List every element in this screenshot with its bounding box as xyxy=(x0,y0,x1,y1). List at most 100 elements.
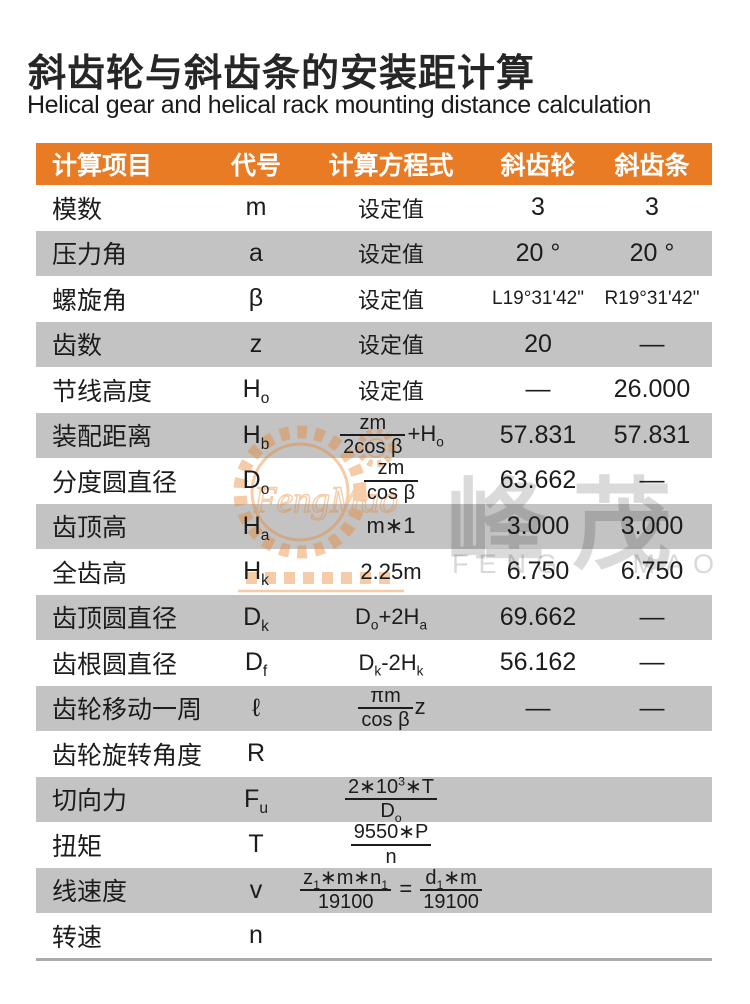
table-row: 模数 m 设定值 3 3 xyxy=(36,185,712,231)
formula-cell: zm cos β xyxy=(298,457,484,504)
table-row: 切向力 Fu 2∗103∗T Do xyxy=(36,775,712,824)
symbol-cell: T xyxy=(248,830,264,859)
table-row: 线速度 v z1∗m∗n1 19100 = d1∗m 19100 xyxy=(36,867,712,914)
page-title: 斜齿轮与斜齿条的安装距计算 xyxy=(28,53,536,95)
symbol-cell: R xyxy=(246,739,266,768)
table-row: 扭矩 T 9550∗P n xyxy=(36,821,712,868)
rack-value-cell: — xyxy=(639,648,665,677)
symbol-cell: m xyxy=(245,193,267,222)
gear-value-cell: — xyxy=(525,375,551,404)
table-body: 模数 m 设定值 3 3 压力角 a 设定值 20 ° 20 ° 螺旋角 β 设… xyxy=(36,185,712,959)
gear-value-cell: 20 xyxy=(524,329,552,358)
rack-value-cell: — xyxy=(639,466,665,495)
formula-cell: 2∗103∗T Do xyxy=(298,775,484,824)
gear-value-cell: 69.662 xyxy=(499,602,577,631)
table-row: 齿顶高 Ha m∗1 3.000 3.000 xyxy=(36,503,712,549)
gear-value-cell: 63.662 xyxy=(499,466,577,495)
header-cell-symbol: 代号 xyxy=(230,152,281,180)
rack-value-cell: — xyxy=(639,602,665,631)
symbol-cell: Hk xyxy=(243,557,269,590)
formula-cell: Dk-2Hk xyxy=(358,649,424,679)
formula-cell: zm 2cos β +Ho xyxy=(298,412,484,459)
table-header-row: 计算项目 代号 计算方程式 斜齿轮 斜齿条 xyxy=(36,143,712,185)
item-cell: 齿数 xyxy=(52,332,103,361)
formula-cell: 9550∗P n xyxy=(298,821,484,868)
page-subtitle: Helical gear and helical rack mounting d… xyxy=(27,91,651,119)
formula-cell: 设定值 xyxy=(357,196,424,222)
table-row: 齿轮旋转角度 R xyxy=(36,731,712,777)
gear-value-cell: 57.831 xyxy=(499,420,577,449)
symbol-cell: v xyxy=(249,875,263,904)
rack-value-cell: 57.831 xyxy=(613,420,691,449)
rack-value-cell: 20 ° xyxy=(629,238,675,267)
item-cell: 齿根圆直径 xyxy=(52,650,178,679)
bottom-divider xyxy=(36,958,712,961)
symbol-cell: z xyxy=(249,329,263,358)
header-cell-item: 计算项目 xyxy=(52,152,153,180)
gear-value-cell: 3 xyxy=(531,193,545,222)
symbol-cell: Ha xyxy=(242,511,270,544)
formula-cell: 设定值 xyxy=(357,242,424,268)
item-cell: 模数 xyxy=(52,195,103,224)
item-cell: 分度圆直径 xyxy=(52,468,178,497)
item-cell: 齿顶高 xyxy=(52,514,128,543)
gear-value-cell: 20 ° xyxy=(515,238,561,267)
table-row: 分度圆直径 Do zm cos β 63.662 — xyxy=(36,457,712,504)
gear-value-cell: — xyxy=(525,693,551,722)
table-row: 齿根圆直径 Df Dk-2Hk 56.162 — xyxy=(36,640,712,686)
header-cell-helical-rack: 斜齿条 xyxy=(614,152,690,180)
header-cell-formula: 计算方程式 xyxy=(328,152,454,180)
rack-value-cell: 6.750 xyxy=(620,557,684,586)
item-cell: 齿轮旋转角度 xyxy=(52,741,203,770)
rack-value-cell: 3 xyxy=(645,193,659,222)
symbol-cell: Fu xyxy=(244,784,268,817)
formula-cell: 设定值 xyxy=(357,378,424,404)
formula-cell: m∗1 xyxy=(366,513,416,539)
formula-cell: 设定值 xyxy=(357,287,424,313)
item-cell: 切向力 xyxy=(52,787,128,816)
item-cell: 齿轮移动一周 xyxy=(52,696,203,725)
item-cell: 全齿高 xyxy=(52,559,128,588)
table-row: 装配距离 Hb zm 2cos β +Ho 57.831 57.831 xyxy=(36,412,712,459)
item-cell: 螺旋角 xyxy=(52,286,128,315)
gear-value-cell: L19°31'42" xyxy=(492,287,584,309)
symbol-cell: β xyxy=(248,284,264,313)
formula-cell: z1∗m∗n1 19100 = d1∗m 19100 xyxy=(298,867,484,914)
item-cell: 节线高度 xyxy=(52,377,153,406)
table-row: 齿顶圆直径 Dk Do+2Ha 69.662 — xyxy=(36,594,712,640)
formula-cell: Do+2Ha xyxy=(354,604,428,633)
calculation-table: 计算项目 代号 计算方程式 斜齿轮 斜齿条 模数 m 设定值 3 3 压力角 a… xyxy=(36,143,712,959)
rack-value-cell: — xyxy=(639,693,665,722)
table-row: 节线高度 Ho 设定值 — 26.000 xyxy=(36,367,712,413)
table-row: 全齿高 Hk 2.25m 6.750 6.750 xyxy=(36,549,712,595)
gear-value-cell: 56.162 xyxy=(499,648,577,677)
formula-cell: 2.25m xyxy=(360,558,422,584)
symbol-cell: n xyxy=(249,921,263,950)
table-row: 螺旋角 β 设定值 L19°31'42" R19°31'42" xyxy=(36,276,712,322)
symbol-cell: Ho xyxy=(242,375,270,408)
table-row: 齿数 z 设定值 20 — xyxy=(36,321,712,367)
rack-value-cell: — xyxy=(639,329,665,358)
symbol-cell: a xyxy=(249,238,263,267)
header-cell-helical-gear: 斜齿轮 xyxy=(500,152,576,180)
item-cell: 线速度 xyxy=(52,878,128,907)
gear-value-cell: 3.000 xyxy=(506,511,570,540)
item-cell: 压力角 xyxy=(52,241,128,270)
symbol-cell: Hb xyxy=(242,420,270,453)
item-cell: 转速 xyxy=(52,923,103,952)
gear-value-cell: 6.750 xyxy=(506,557,570,586)
symbol-cell: Dk xyxy=(243,602,269,635)
symbol-cell: ℓ xyxy=(251,693,261,722)
table-row: 转速 n xyxy=(36,913,712,959)
item-cell: 扭矩 xyxy=(52,832,103,861)
rack-value-cell: R19°31'42" xyxy=(604,287,700,309)
symbol-cell: Do xyxy=(242,466,270,499)
symbol-cell: Df xyxy=(244,648,268,681)
rack-value-cell: 3.000 xyxy=(620,511,684,540)
rack-value-cell: 26.000 xyxy=(613,375,691,404)
formula-cell: 设定值 xyxy=(357,333,424,359)
item-cell: 齿顶圆直径 xyxy=(52,605,178,634)
item-cell: 装配距离 xyxy=(52,423,153,452)
